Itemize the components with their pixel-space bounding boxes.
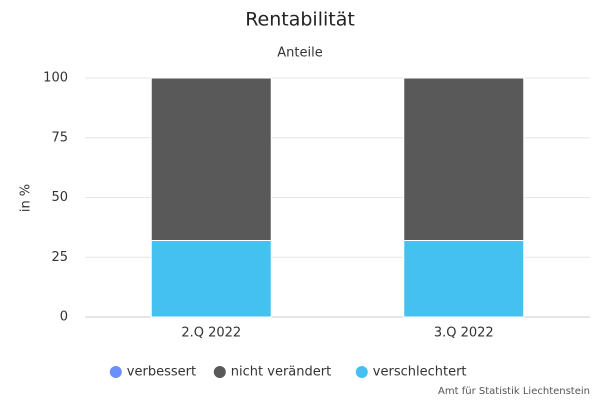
credit: Amt für Statistik Liechtenstein xyxy=(438,386,590,397)
y-tick-label: 75 xyxy=(51,130,68,145)
y-tick-label: 50 xyxy=(51,190,68,205)
legend-label: verschlechtert xyxy=(373,365,467,380)
bar-segment xyxy=(150,77,272,242)
y-tick-label: 0 xyxy=(60,310,68,325)
x-tick-label: 3.Q 2022 xyxy=(434,326,494,341)
bar-segment xyxy=(403,240,525,318)
bar-segment xyxy=(403,77,525,242)
chart-title: Rentabilität xyxy=(245,9,355,31)
legend-label: verbessert xyxy=(127,365,196,380)
legend-marker xyxy=(213,366,226,378)
chart-subtitle: Anteile xyxy=(277,46,322,61)
x-tick-label: 2.Q 2022 xyxy=(181,326,241,341)
legend-marker xyxy=(355,366,368,378)
bar-segment xyxy=(150,240,272,318)
legend-label: nicht verändert xyxy=(231,365,331,380)
y-tick-label: 25 xyxy=(51,250,68,265)
y-tick-label: 100 xyxy=(43,71,68,86)
y-axis-label: in % xyxy=(19,184,34,212)
legend-marker xyxy=(109,366,122,378)
